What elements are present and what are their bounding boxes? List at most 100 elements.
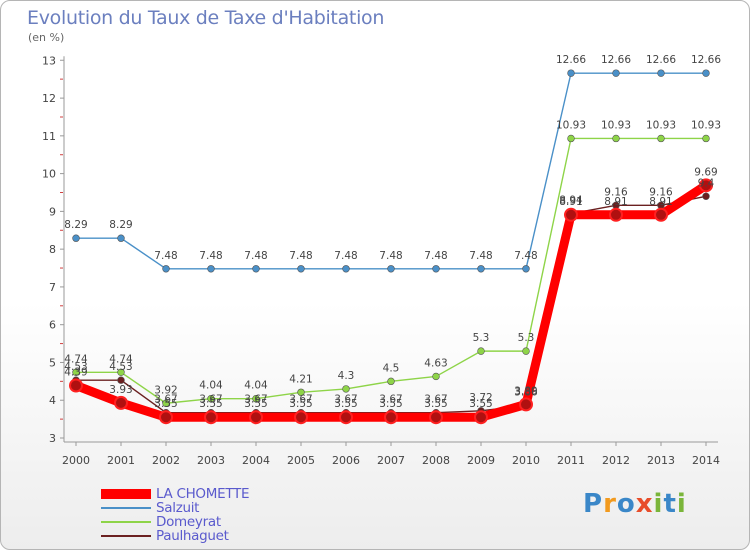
data-point (207, 265, 215, 273)
data-label: 10.93 (691, 119, 721, 131)
data-label: 4.04 (244, 380, 268, 392)
y-tick-label: 9 (49, 205, 56, 218)
y-tick-label: 11 (42, 130, 56, 143)
legend-label: Paulhaguet (156, 528, 229, 544)
data-point (522, 347, 530, 355)
proxiti-logo: Proxiti (583, 489, 687, 519)
data-point (702, 192, 710, 200)
legend-item: Salzuit (101, 501, 361, 515)
data-point (522, 265, 530, 273)
data-point (72, 368, 80, 376)
data-label: 4.74 (64, 353, 88, 365)
data-point (204, 410, 218, 425)
data-point (429, 410, 443, 425)
data-label: 10.93 (646, 119, 676, 131)
unit-label: (en %) (28, 31, 65, 44)
y-tick-label: 4 (49, 394, 56, 407)
data-label: 10.93 (601, 119, 631, 131)
data-label: 9.16 (649, 186, 673, 198)
data-label: 9.4 (698, 177, 715, 189)
x-tick-label: 2012 (602, 454, 630, 467)
data-label: 12.66 (556, 54, 586, 66)
data-point (294, 410, 308, 425)
legend-item: LA CHOMETTE (101, 487, 361, 501)
x-tick-label: 2002 (152, 454, 180, 467)
data-label: 3.86 (514, 387, 538, 399)
data-point (432, 372, 440, 381)
data-label: 3.55 (379, 398, 402, 410)
data-point (699, 178, 713, 193)
data-label: 7.48 (334, 250, 357, 262)
data-point (474, 410, 488, 425)
data-point (564, 207, 578, 222)
data-label: 4.21 (289, 373, 312, 385)
data-label: 7.48 (379, 250, 402, 262)
data-label: 8.29 (109, 219, 132, 231)
data-point (702, 134, 710, 143)
legend-swatch (101, 535, 151, 537)
data-point (159, 410, 173, 425)
legend-label: LA CHOMETTE (156, 486, 250, 502)
data-point (384, 410, 398, 425)
series-line-salzuit (75, 72, 707, 270)
x-tick-label: 2014 (692, 454, 720, 467)
data-point (387, 265, 395, 273)
data-label: 3.72 (469, 392, 492, 404)
data-label: 3.55 (154, 398, 177, 410)
data-point (114, 395, 128, 410)
data-point (207, 395, 215, 403)
data-point (657, 69, 665, 77)
data-label: 3.93 (109, 384, 132, 396)
x-tick-label: 2011 (557, 454, 585, 467)
data-point (117, 376, 125, 384)
data-point (519, 397, 533, 412)
data-label: 3.55 (199, 398, 222, 410)
x-tick-label: 2013 (647, 454, 675, 467)
data-point (297, 265, 305, 273)
x-tick-label: 2006 (332, 454, 360, 467)
x-tick-label: 2003 (197, 454, 225, 467)
legend-label: Domeyrat (156, 514, 221, 530)
data-point (432, 265, 440, 273)
data-label: 7.48 (244, 250, 267, 262)
y-tick-label: 10 (42, 168, 56, 181)
chart-legend: LA CHOMETTE Salzuit Domeyrat Paulhaguet (101, 487, 361, 543)
data-label: 7.48 (424, 250, 447, 262)
x-tick-label: 2007 (377, 454, 405, 467)
data-point (477, 347, 485, 355)
data-label: 3.67 (289, 394, 312, 406)
x-tick-label: 2005 (287, 454, 315, 467)
data-label: 8.91 (559, 196, 582, 208)
data-label: 4.39 (64, 366, 87, 378)
data-label: 4.63 (424, 357, 447, 369)
x-tick-label: 2009 (467, 454, 495, 467)
x-tick-label: 2000 (62, 454, 90, 467)
x-tick-label: 2008 (422, 454, 450, 467)
data-point (612, 134, 620, 143)
data-label: 4.74 (109, 353, 133, 365)
data-label: 9.69 (694, 166, 717, 178)
data-label: 3.67 (154, 394, 177, 406)
y-tick-label: 6 (49, 319, 56, 332)
data-label: 5.3 (518, 332, 535, 344)
data-label: 12.66 (691, 54, 721, 66)
data-label: 3.67 (244, 394, 267, 406)
data-label: 8.91 (604, 196, 627, 208)
data-label: 12.66 (646, 54, 676, 66)
data-point (249, 410, 263, 425)
data-point (162, 399, 170, 407)
data-label: 7.48 (469, 250, 492, 262)
data-point (477, 265, 485, 273)
data-point (387, 377, 395, 386)
y-tick-label: 7 (49, 281, 56, 294)
data-point (654, 207, 668, 222)
data-point (342, 385, 350, 393)
y-tick-label: 13 (42, 54, 56, 67)
data-label: 4.53 (64, 361, 87, 373)
data-point (297, 388, 305, 396)
data-point (339, 410, 353, 425)
data-label: 3.55 (244, 398, 267, 410)
data-point (117, 368, 125, 376)
data-point (162, 265, 170, 273)
